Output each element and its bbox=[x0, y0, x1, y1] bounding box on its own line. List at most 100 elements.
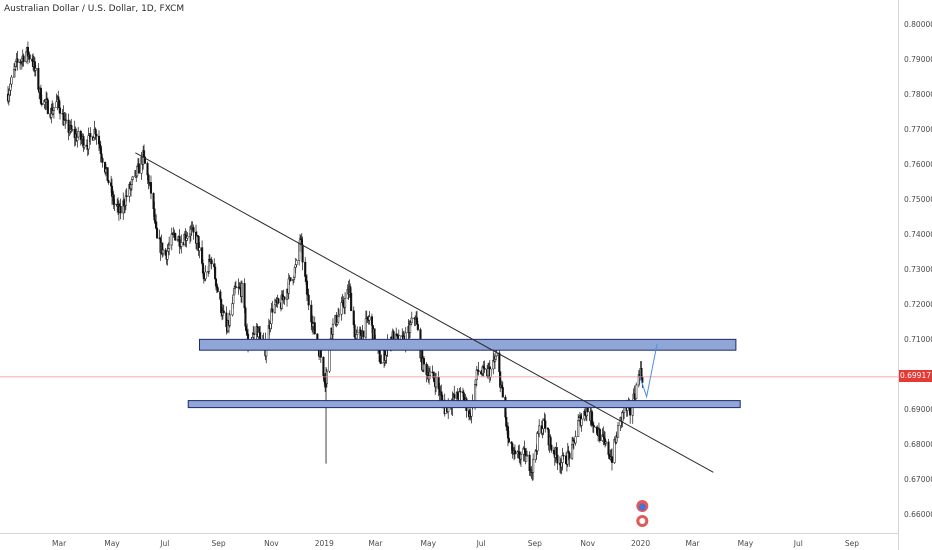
candle-body bbox=[556, 454, 559, 464]
candle-body bbox=[362, 330, 365, 338]
candle-body bbox=[428, 371, 432, 377]
time-tick-label: Nov bbox=[264, 539, 279, 548]
candle-body bbox=[271, 308, 274, 313]
candle-body bbox=[568, 452, 571, 459]
candle-body bbox=[28, 54, 31, 60]
candle-body bbox=[168, 244, 171, 249]
price-tick-label: 0.69000 bbox=[904, 405, 932, 414]
candle-body bbox=[598, 429, 601, 441]
time-tick-label: Sep bbox=[845, 539, 859, 548]
candle-body bbox=[313, 322, 316, 335]
candle-body bbox=[113, 203, 116, 206]
candle-body bbox=[34, 67, 37, 71]
price-tick-label: 0.79000 bbox=[904, 55, 932, 64]
time-tick-label: May bbox=[421, 539, 437, 548]
projection-path bbox=[639, 344, 658, 399]
candle-body bbox=[119, 206, 122, 214]
time-tick-label: Mar bbox=[368, 539, 383, 548]
time-tick-label: May bbox=[738, 539, 754, 548]
candle-body bbox=[101, 158, 104, 163]
candle-body bbox=[243, 283, 246, 309]
candle-body bbox=[344, 297, 347, 308]
current-price-tag: 0.69917 bbox=[899, 370, 932, 382]
candle-body bbox=[301, 244, 304, 263]
price-tick-label: 0.72000 bbox=[904, 300, 932, 309]
time-axis-divider bbox=[0, 533, 898, 534]
price-tick-label: 0.77000 bbox=[904, 125, 932, 134]
candle-body bbox=[143, 156, 146, 164]
time-axis-ticks: Mar May Jul Sep Nov 2019 Mar May Jul Sep Nov 2020 Ma… bbox=[52, 539, 859, 548]
candle-body bbox=[337, 314, 341, 317]
candle-body bbox=[22, 55, 25, 62]
candle-body bbox=[170, 233, 173, 246]
candle-body bbox=[210, 259, 213, 265]
price-tick-label: 0.74000 bbox=[904, 230, 932, 239]
time-tick-label: Jul bbox=[476, 539, 486, 548]
candle-body bbox=[538, 425, 541, 434]
price-axis-ticks: 0.80000 0.79000 0.78000 0.77000 0.76000 0.750… bbox=[904, 20, 932, 519]
candle-body bbox=[10, 76, 13, 85]
candle-body bbox=[574, 436, 577, 444]
price-tick-label: 0.67000 bbox=[904, 475, 932, 484]
candle-body bbox=[489, 368, 492, 378]
candle-body bbox=[513, 450, 516, 455]
candle-body bbox=[459, 391, 462, 393]
candle-body bbox=[214, 266, 217, 280]
drawings bbox=[0, 152, 898, 473]
support-zone bbox=[187, 400, 741, 409]
candle-body bbox=[107, 180, 110, 183]
candle-body bbox=[519, 453, 523, 460]
candle-body bbox=[180, 242, 183, 247]
candle-body bbox=[125, 195, 128, 197]
symbol-name: Australian Dollar / U.S. Dollar bbox=[4, 4, 136, 14]
price-tick-label: 0.66000 bbox=[904, 510, 932, 519]
candle-body bbox=[498, 352, 501, 372]
candle-body bbox=[244, 307, 247, 327]
candle-body bbox=[477, 370, 480, 372]
candle-body bbox=[71, 129, 74, 131]
candle-body bbox=[253, 333, 256, 335]
interval-label[interactable]: 1D bbox=[141, 4, 154, 14]
candle-body bbox=[422, 358, 425, 365]
candle-body bbox=[322, 357, 325, 376]
candle-body bbox=[192, 227, 195, 233]
price-axis-divider bbox=[898, 0, 899, 550]
price-tick-label: 0.68000 bbox=[904, 440, 932, 449]
candle-body bbox=[410, 317, 413, 324]
chart-title: Australian Dollar / U.S. Dollar, 1D, FXC… bbox=[4, 4, 184, 14]
candle-body bbox=[616, 425, 620, 438]
candle-body bbox=[295, 260, 298, 265]
candle-body bbox=[350, 292, 353, 312]
candle-body bbox=[89, 133, 92, 138]
candle-body bbox=[544, 420, 547, 429]
candle-body bbox=[46, 99, 49, 114]
candle-body bbox=[40, 103, 43, 105]
event-flag-dot bbox=[639, 518, 646, 524]
candle-body bbox=[577, 419, 580, 437]
candle-body bbox=[198, 247, 201, 252]
zones bbox=[187, 338, 741, 409]
candle-body bbox=[307, 294, 310, 306]
candle-body bbox=[16, 58, 19, 63]
candle-body bbox=[499, 371, 502, 388]
time-tick-label: Mar bbox=[52, 539, 67, 548]
candle-body bbox=[162, 249, 165, 254]
candle-body bbox=[604, 441, 607, 444]
candle-body bbox=[580, 418, 583, 426]
time-tick-label: Sep bbox=[528, 539, 542, 548]
candle-body bbox=[83, 144, 86, 148]
price-tick-label: 0.80000 bbox=[904, 20, 932, 29]
candle-body bbox=[58, 107, 62, 114]
candle-body bbox=[483, 367, 486, 370]
candle-body bbox=[77, 131, 80, 138]
candle-body bbox=[370, 316, 373, 326]
event-flags-icon[interactable] bbox=[636, 500, 649, 527]
title-separator: , bbox=[135, 4, 142, 14]
candle-body bbox=[283, 296, 286, 300]
candle-body bbox=[149, 182, 153, 194]
trendline bbox=[135, 152, 714, 473]
candle-body bbox=[453, 394, 456, 399]
candle-body bbox=[353, 324, 356, 338]
candle-body bbox=[526, 454, 529, 457]
